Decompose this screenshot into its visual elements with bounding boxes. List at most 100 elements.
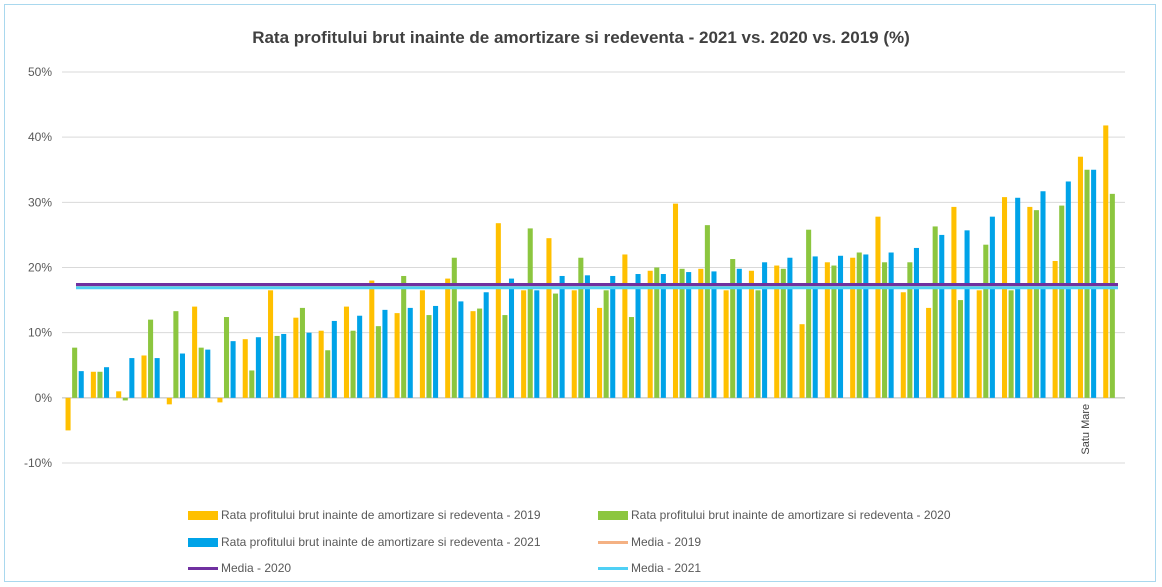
bar-series-1: [495, 223, 501, 398]
bar-series-1: [622, 254, 628, 398]
bar-series-3: [382, 309, 388, 398]
y-tick-label: 10%: [28, 326, 52, 340]
bar-series-1: [926, 307, 932, 398]
legend-swatch-media-2020: [188, 567, 218, 571]
bar-series-3: [610, 275, 616, 398]
bars: [65, 125, 1115, 431]
bar-series-1: [597, 307, 603, 398]
bar-series-2: [603, 290, 609, 398]
x-axis-labels: Satu Mare: [1080, 404, 1092, 455]
bar-series-3: [787, 257, 793, 398]
bar-series-2: [882, 262, 888, 398]
bar-series-2: [679, 268, 685, 398]
bar-series-2: [932, 226, 938, 398]
bar-series-3: [534, 290, 540, 398]
bar-series-3: [989, 216, 995, 398]
bar-series-2: [628, 317, 634, 398]
bar-series-3: [78, 371, 84, 398]
legend-label-2019: Rata profitului brut inainte de amortiza…: [221, 508, 541, 522]
y-tick-label: 30%: [28, 195, 52, 209]
bar-series-2: [223, 317, 230, 398]
y-tick-label: 50%: [28, 65, 52, 79]
bar-series-1: [1027, 206, 1033, 398]
bar-series-2: [553, 293, 559, 398]
bar-series-3: [281, 333, 287, 398]
bar-series-1: [369, 280, 375, 398]
legend-label-media-2019: Media - 2019: [631, 535, 702, 549]
legend-swatch-media-2019: [598, 541, 628, 545]
bar-series-3: [179, 353, 185, 398]
bar-series-1: [1052, 260, 1058, 398]
bar-series-2: [173, 311, 179, 398]
bar-series-3: [964, 230, 970, 398]
y-axis: -10% 0% 10% 20% 30% 40% 50%: [24, 65, 52, 470]
bar-series-3: [1065, 181, 1071, 398]
bar-series-2: [527, 228, 533, 398]
bar-series-1: [445, 278, 451, 398]
bar-series-3: [129, 358, 135, 398]
bar-series-1: [65, 397, 71, 431]
bar-series-3: [230, 341, 236, 398]
bar-series-3: [837, 255, 844, 398]
bar-series-2: [198, 347, 204, 398]
y-tick-label: -10%: [24, 456, 52, 470]
bar-series-2: [426, 315, 432, 398]
legend-item-media-2020: Media - 2020: [188, 561, 291, 575]
bar-series-1: [394, 313, 400, 398]
gridlines: [62, 71, 1125, 464]
bar-series-1: [824, 262, 830, 398]
bar-series-3: [483, 292, 489, 398]
bar-series-3: [255, 337, 261, 398]
y-tick-label: 20%: [28, 261, 52, 275]
bar-series-2: [299, 307, 305, 398]
bar-series-2: [148, 319, 154, 398]
bar-series-2: [806, 229, 812, 398]
bar-series-3: [433, 305, 439, 398]
bar-series-2: [704, 225, 710, 398]
bar-series-3: [736, 268, 742, 398]
bar-series-1: [116, 391, 122, 398]
bar-series-1: [217, 397, 223, 403]
bar-series-1: [318, 330, 324, 398]
bar-series-1: [419, 290, 425, 398]
bar-series-3: [508, 278, 515, 398]
bar-series-2: [755, 290, 761, 398]
legend-item-2020: Rata profitului brut inainte de amortiza…: [598, 508, 951, 522]
bar-series-1: [900, 292, 906, 398]
bar-series-3: [357, 315, 363, 398]
bar-series-2: [502, 315, 508, 398]
bar-series-1: [521, 290, 527, 398]
bar-series-1: [546, 238, 552, 398]
legend-label-2020: Rata profitului brut inainte de amortiza…: [631, 508, 951, 522]
bar-series-2: [375, 326, 381, 398]
bar-series-3: [584, 275, 590, 398]
bar-series-3: [939, 234, 945, 398]
bar-series-3: [205, 349, 211, 398]
legend-label-media-2021: Media - 2021: [631, 561, 702, 575]
bar-series-3: [762, 262, 768, 398]
bar-series-3: [863, 254, 869, 398]
bar-series-3: [812, 256, 818, 398]
bar-series-1: [293, 317, 299, 398]
bar-series-3: [711, 271, 717, 398]
bar-series-2: [325, 350, 331, 398]
bar-series-3: [660, 274, 666, 398]
bar-series-3: [458, 301, 464, 398]
bar-series-3: [913, 247, 919, 398]
bar-series-1: [672, 203, 679, 398]
bar-series-2: [122, 397, 128, 401]
bar-series-3: [154, 358, 160, 398]
bar-series-2: [401, 275, 407, 398]
bar-series-2: [72, 347, 78, 398]
legend-swatch-2021: [188, 538, 218, 548]
bar-series-2: [730, 259, 736, 398]
legend-item-media-2021: Media - 2021: [598, 561, 701, 575]
bar-series-2: [1109, 193, 1115, 398]
bar-series-1: [141, 355, 147, 398]
bar-series-1: [90, 371, 96, 398]
bar-series-2: [249, 370, 255, 398]
bar-series-3: [635, 274, 641, 398]
bar-series-1: [774, 265, 780, 398]
bar-series-3: [407, 307, 413, 398]
